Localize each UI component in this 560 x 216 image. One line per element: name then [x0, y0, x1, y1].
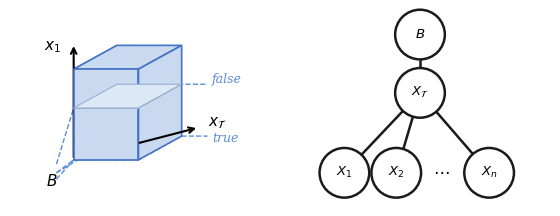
Circle shape — [371, 148, 421, 198]
Text: true: true — [212, 132, 239, 145]
Circle shape — [395, 10, 445, 59]
Text: $x_\mathcal{T}$: $x_\mathcal{T}$ — [208, 115, 227, 131]
Text: $B$: $B$ — [415, 28, 425, 41]
Polygon shape — [74, 69, 138, 160]
Text: $X_\mathcal{T}$: $X_\mathcal{T}$ — [411, 85, 429, 100]
Circle shape — [320, 148, 369, 198]
Polygon shape — [74, 84, 181, 108]
Polygon shape — [74, 45, 181, 69]
Text: $X_1$: $X_1$ — [336, 165, 353, 180]
Text: $B$: $B$ — [46, 173, 58, 189]
Circle shape — [395, 68, 445, 118]
Text: $X_2$: $X_2$ — [388, 165, 404, 180]
Text: $X_n$: $X_n$ — [480, 165, 498, 180]
Polygon shape — [74, 45, 117, 160]
Text: $x_1$: $x_1$ — [44, 40, 60, 55]
Text: $\cdots$: $\cdots$ — [433, 163, 450, 180]
Polygon shape — [138, 45, 181, 160]
Text: false: false — [212, 73, 242, 86]
Circle shape — [464, 148, 514, 198]
